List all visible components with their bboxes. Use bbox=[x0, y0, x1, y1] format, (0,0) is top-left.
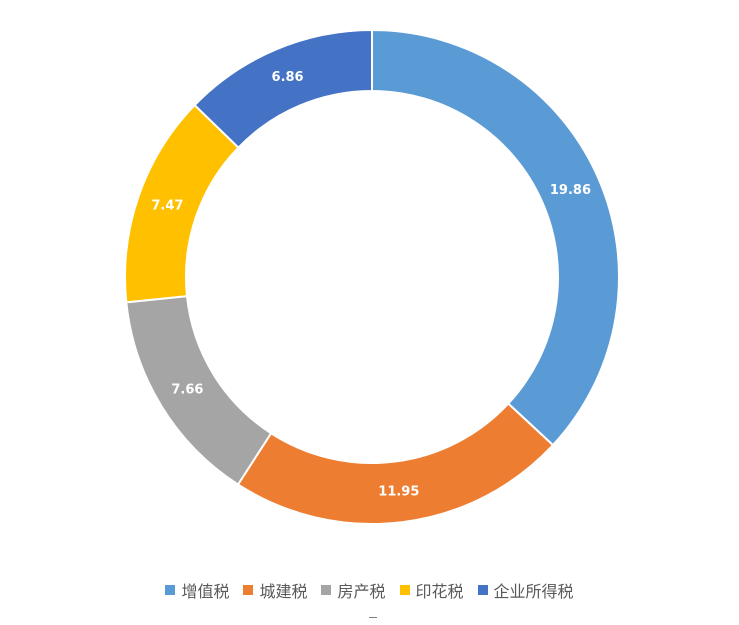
donut-slice-1 bbox=[371, 28, 620, 447]
legend-item-stamp-tax: 印花税 bbox=[399, 578, 464, 602]
legend-swatch bbox=[399, 585, 410, 595]
legend-label: 城建税 bbox=[259, 582, 308, 601]
donut-slice-5 bbox=[193, 28, 373, 149]
legend-swatch bbox=[321, 585, 332, 595]
data-label-2: 11.95 bbox=[378, 484, 419, 499]
bottom-divider-mark bbox=[369, 617, 377, 618]
donut-slice-2 bbox=[236, 402, 555, 525]
legend-item-corporate-income-tax: 企业所得税 bbox=[477, 578, 574, 602]
legend-item-vat: 增值税 bbox=[165, 578, 229, 602]
data-label-3: 7.66 bbox=[171, 383, 203, 398]
legend-label: 增值税 bbox=[181, 582, 230, 601]
data-label-1: 19.86 bbox=[550, 183, 591, 198]
chart-legend: 增值税 城建税 房产税 印花税 企业所得税 bbox=[0, 578, 739, 602]
legend-swatch bbox=[243, 585, 254, 595]
data-label-5: 6.86 bbox=[272, 70, 304, 85]
legend-item-urban-construction-tax: 城建税 bbox=[243, 578, 307, 602]
legend-label: 企业所得税 bbox=[493, 582, 574, 601]
legend-label: 印花税 bbox=[415, 582, 464, 601]
legend-swatch bbox=[165, 585, 176, 595]
legend-swatch bbox=[477, 585, 488, 595]
legend-label: 房产税 bbox=[337, 582, 386, 601]
data-label-4: 7.47 bbox=[151, 199, 183, 214]
legend-item-property-tax: 房产税 bbox=[321, 578, 386, 602]
